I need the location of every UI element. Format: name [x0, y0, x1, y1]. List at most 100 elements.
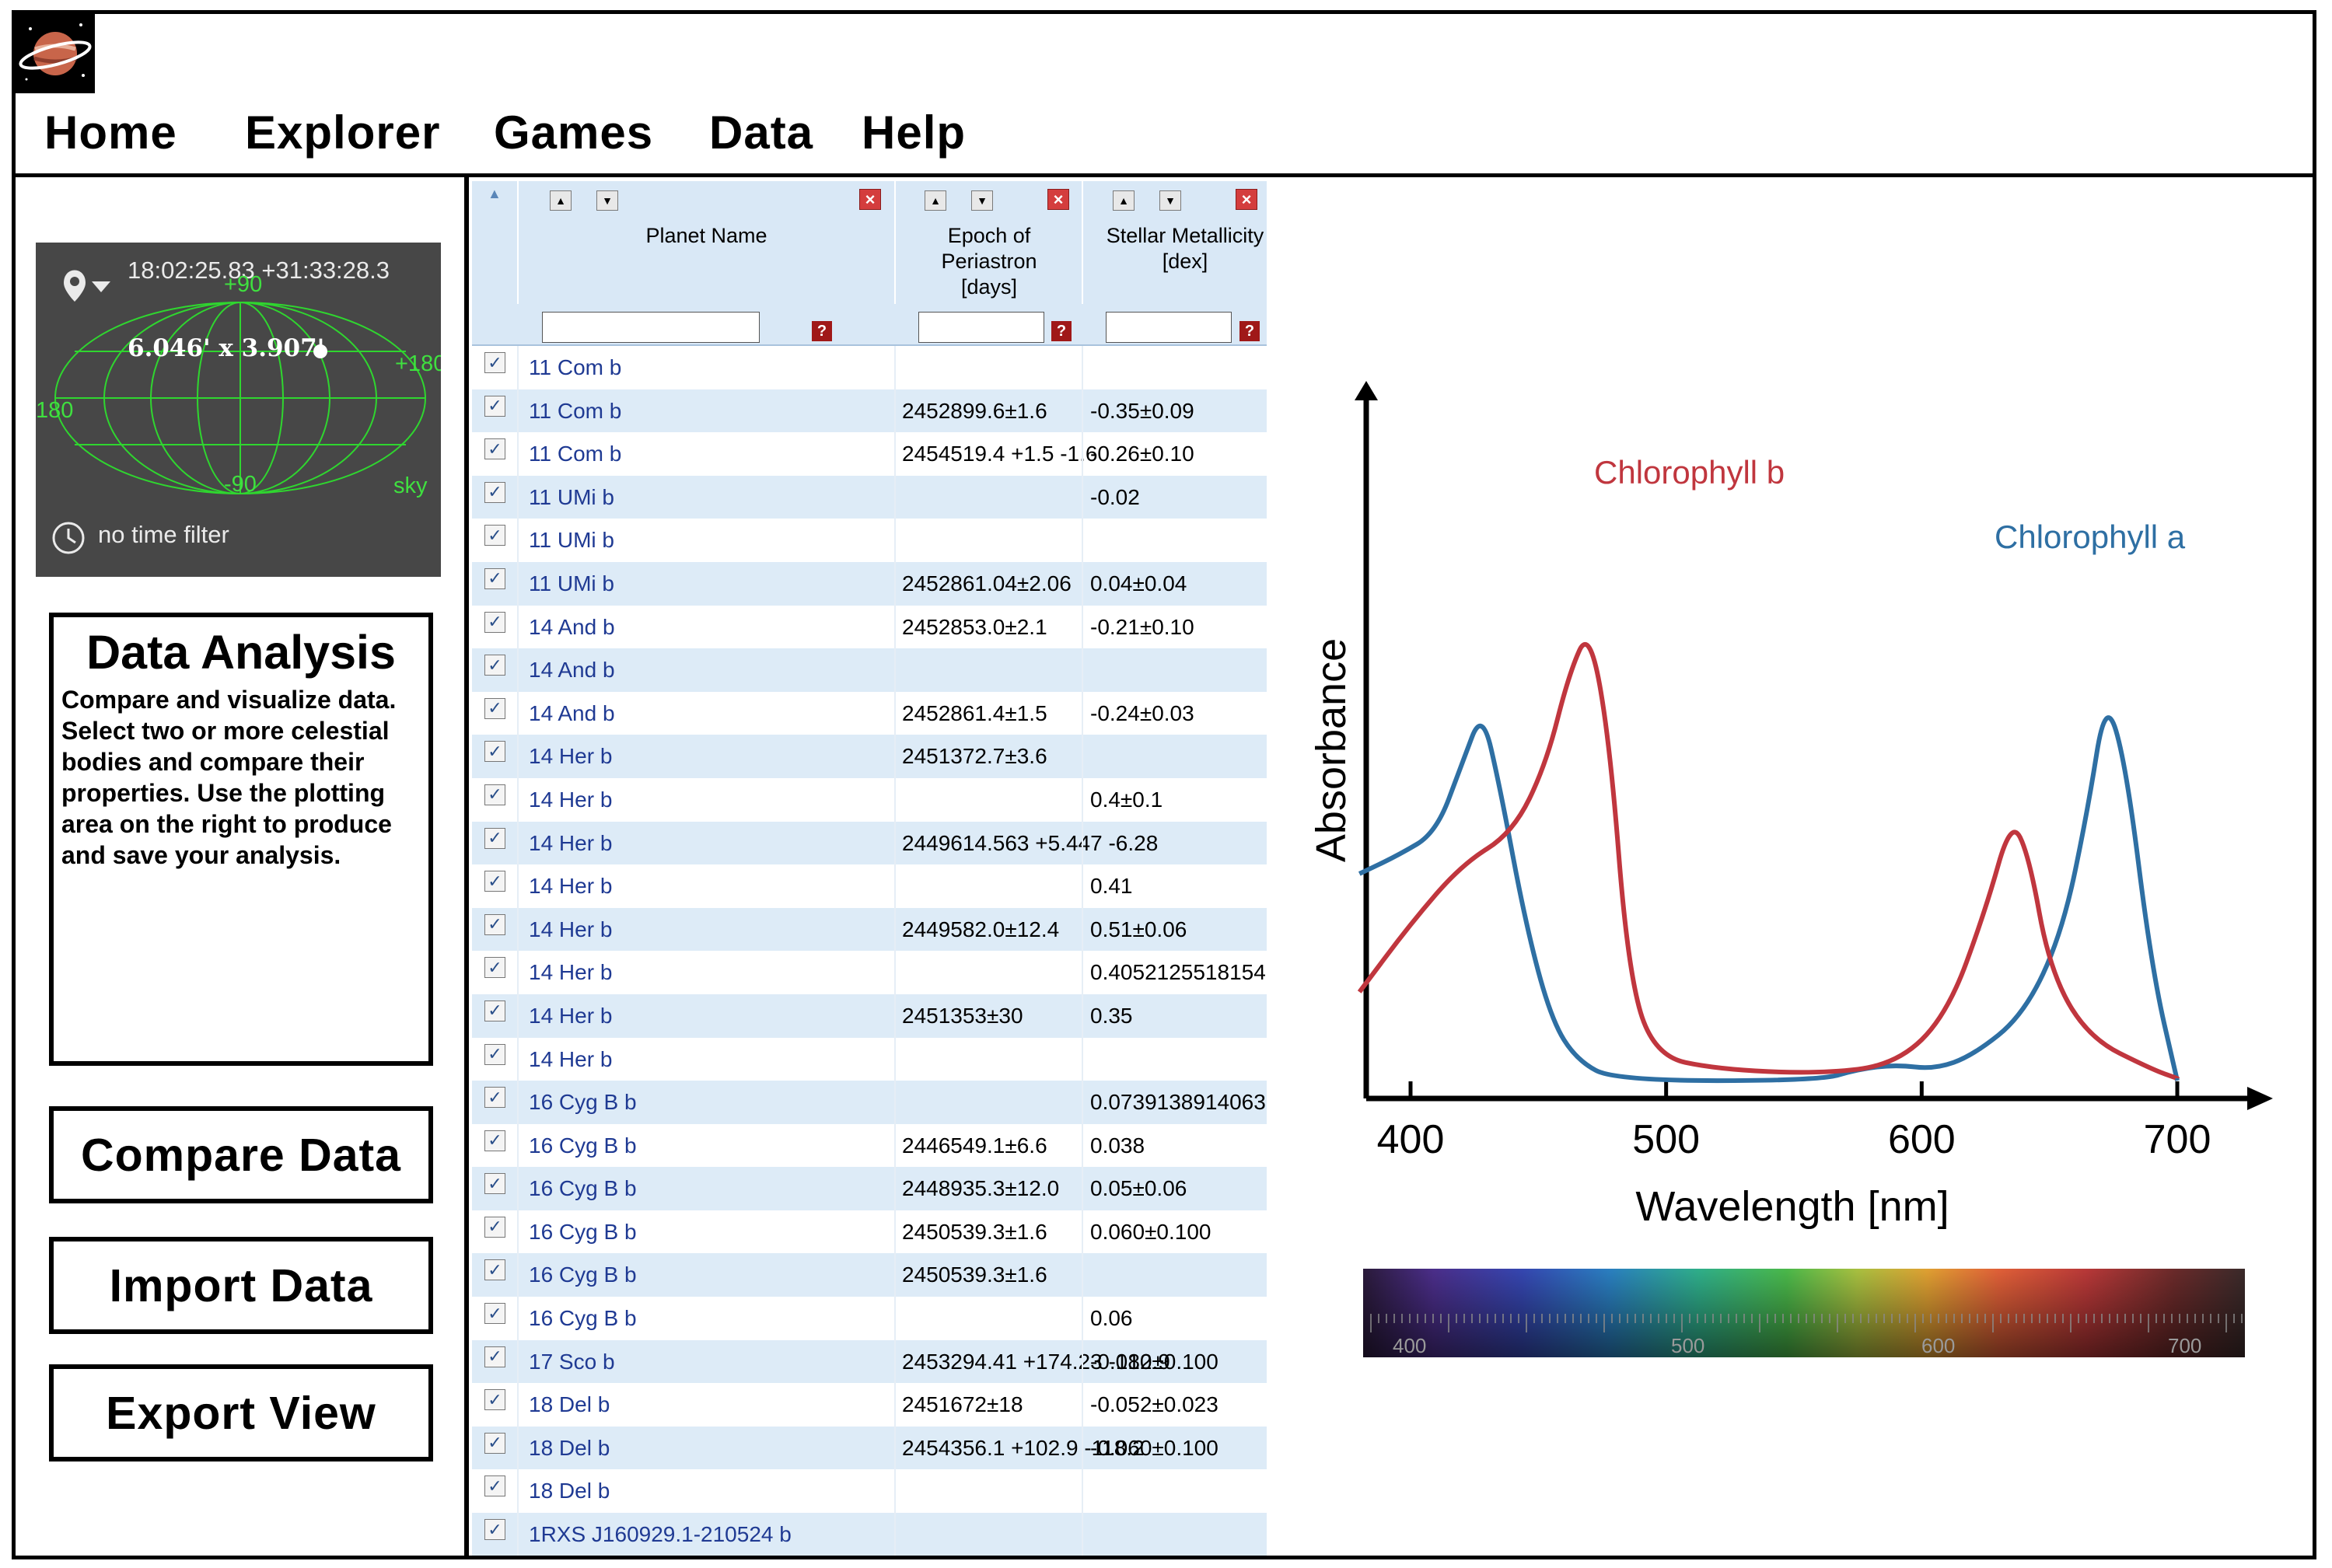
row-checkbox[interactable]: ✓	[484, 1259, 505, 1281]
table-row[interactable]: ✓ 16 Cyg B b 2450539.3±1.6	[472, 1253, 1267, 1297]
table-row[interactable]: ✓ 11 UMi b -0.02	[472, 475, 1267, 519]
table-row[interactable]: ✓ 16 Cyg B b 0.06	[472, 1297, 1267, 1340]
nav-explorer[interactable]: Explorer	[245, 107, 441, 159]
row-checkbox[interactable]: ✓	[484, 957, 505, 979]
table-row[interactable]: ✓ 16 Cyg B b 0.0739138914063	[472, 1081, 1267, 1124]
row-checkbox[interactable]: ✓	[484, 871, 505, 892]
planet-name-filter-input[interactable]	[542, 312, 760, 343]
nav-data[interactable]: Data	[709, 107, 814, 159]
nav-help[interactable]: Help	[862, 107, 967, 159]
row-checkbox[interactable]: ✓	[484, 1000, 505, 1021]
planet-name-cell[interactable]: 16 Cyg B b	[529, 1262, 637, 1287]
row-checkbox[interactable]: ✓	[484, 1519, 505, 1541]
planet-name-cell[interactable]: 11 Com b	[529, 355, 622, 379]
time-filter-label[interactable]: no time filter	[98, 521, 229, 548]
table-row[interactable]: ✓ 18 Del b	[472, 1469, 1267, 1513]
table-row[interactable]: ✓ 14 And b 2452861.4±1.5 -0.24±0.03	[472, 692, 1267, 735]
planet-name-cell[interactable]: 14 Her b	[529, 874, 613, 899]
planet-name-cell[interactable]: 14 Her b	[529, 917, 613, 941]
table-row[interactable]: ✓ 18 Del b 2451672±18 -0.052±0.023	[472, 1383, 1267, 1427]
row-checkbox[interactable]: ✓	[484, 827, 505, 849]
planet-name-cell[interactable]: 16 Cyg B b	[529, 1219, 637, 1244]
planet-name-cell[interactable]: 17 Sco b	[529, 1349, 615, 1374]
table-row[interactable]: ✓ 11 Com b 2452899.6±1.6 -0.35±0.09	[472, 389, 1267, 433]
planet-name-cell[interactable]: 11 UMi b	[529, 528, 614, 553]
row-checkbox[interactable]: ✓	[484, 1389, 505, 1411]
planet-name-cell[interactable]: 16 Cyg B b	[529, 1133, 637, 1158]
row-checkbox[interactable]: ✓	[484, 1303, 505, 1325]
planet-name-cell[interactable]: 14 And b	[529, 700, 615, 725]
table-row[interactable]: ✓ 14 Her b 2449582.0±12.4 0.51±0.06	[472, 907, 1267, 952]
planet-name-cell[interactable]: 18 Del b	[529, 1435, 610, 1460]
export-view-button[interactable]: Export View	[49, 1364, 433, 1461]
row-checkbox[interactable]: ✓	[484, 438, 505, 460]
row-checkbox[interactable]: ✓	[484, 913, 505, 935]
planet-name-cell[interactable]: 18 Del b	[529, 1479, 610, 1503]
sort-desc-icon[interactable]: ▼	[596, 190, 618, 211]
row-checkbox[interactable]: ✓	[484, 1043, 505, 1065]
row-checkbox[interactable]: ✓	[484, 395, 505, 417]
row-checkbox[interactable]: ✓	[484, 741, 505, 763]
column-header-epoch[interactable]: Epoch of Periastron [days]	[941, 224, 1037, 299]
table-row[interactable]: ✓ 14 And b	[472, 648, 1267, 692]
location-pin-icon[interactable]	[64, 270, 86, 302]
planet-name-cell[interactable]: 1RXS J160929.1-210524 b	[529, 1522, 792, 1547]
import-data-button[interactable]: Import Data	[49, 1237, 433, 1334]
row-checkbox[interactable]: ✓	[484, 1173, 505, 1195]
sort-asc-icon[interactable]: ▲	[550, 190, 572, 211]
planet-name-cell[interactable]: 16 Cyg B b	[529, 1090, 637, 1115]
column-header-planet-name[interactable]: Planet Name	[645, 224, 767, 247]
row-checkbox[interactable]: ✓	[484, 1346, 505, 1367]
planet-name-cell[interactable]: 11 UMi b	[529, 571, 614, 595]
row-checkbox[interactable]: ✓	[484, 567, 505, 589]
table-row[interactable]: ✓ 11 UMi b	[472, 519, 1267, 562]
compare-data-button[interactable]: Compare Data	[49, 1106, 433, 1203]
planet-name-cell[interactable]: 14 And b	[529, 658, 615, 683]
table-row[interactable]: ✓ 14 Her b 0.4±0.1	[472, 778, 1267, 822]
row-checkbox[interactable]: ✓	[484, 1130, 505, 1151]
sort-desc-icon[interactable]: ▼	[1159, 190, 1181, 211]
planet-data-table[interactable]: ▲ ▲ ▼ × Planet Name ▲ ▼ × Epoch of Peria…	[472, 181, 1267, 1556]
row-checkbox[interactable]: ✓	[484, 611, 505, 633]
metallicity-filter-input[interactable]	[1106, 312, 1232, 343]
table-row[interactable]: ✓ 14 And b 2452853.0±2.1 -0.21±0.10	[472, 606, 1267, 649]
row-checkbox[interactable]: ✓	[484, 1216, 505, 1238]
planet-name-cell[interactable]: 14 Her b	[529, 830, 613, 855]
table-row[interactable]: ✓ 11 Com b	[472, 346, 1267, 389]
planet-name-cell[interactable]: 11 Com b	[529, 442, 622, 466]
row-checkbox[interactable]: ✓	[484, 1087, 505, 1109]
sort-desc-icon[interactable]: ▼	[971, 190, 993, 211]
table-row[interactable]: ✓ 14 Her b 2451353±30 0.35	[472, 994, 1267, 1038]
table-row[interactable]: ✓ 1RXS J160929.1-210524 b	[472, 1513, 1267, 1556]
close-column-icon[interactable]: ×	[859, 189, 881, 210]
planet-name-cell[interactable]: 14 Her b	[529, 1046, 613, 1071]
sort-asc-icon[interactable]: ▲	[1113, 190, 1135, 211]
sort-asc-icon[interactable]: ▲	[925, 190, 946, 211]
help-icon[interactable]: ?	[1051, 321, 1072, 341]
table-row[interactable]: ✓ 14 Her b 2449614.563 +5.447 -6.28	[472, 821, 1267, 865]
planet-name-cell[interactable]: 16 Cyg B b	[529, 1306, 637, 1331]
planet-name-cell[interactable]: 14 Her b	[529, 787, 613, 812]
table-row[interactable]: ✓ 11 Com b 2454519.4 +1.5 -1.6 -0.26±0.10	[472, 432, 1267, 476]
row-checkbox[interactable]: ✓	[484, 525, 505, 547]
planet-name-cell[interactable]: 14 Her b	[529, 1003, 613, 1028]
help-icon[interactable]: ?	[812, 321, 832, 341]
row-checkbox[interactable]: ✓	[484, 1475, 505, 1497]
planet-name-cell[interactable]: 14 Her b	[529, 960, 613, 985]
table-row[interactable]: ✓ 18 Del b 2454356.1 +102.9 -118.2 -0.060±0…	[472, 1426, 1267, 1470]
close-column-icon[interactable]: ×	[1047, 189, 1069, 210]
row-checkbox[interactable]: ✓	[484, 352, 505, 373]
planet-name-cell[interactable]: 18 Del b	[529, 1392, 610, 1417]
select-all-icon[interactable]: ▲	[488, 186, 502, 201]
nav-games[interactable]: Games	[494, 107, 654, 159]
table-row[interactable]: ✓ 14 Her b 0.41	[472, 864, 1267, 908]
table-row[interactable]: ✓ 11 UMi b 2452861.04±2.06 0.04±0.04	[472, 561, 1267, 606]
row-checkbox[interactable]: ✓	[484, 784, 505, 805]
row-checkbox[interactable]: ✓	[484, 1432, 505, 1454]
table-row[interactable]: ✓ 16 Cyg B b 2446549.1±6.6 0.038	[472, 1124, 1267, 1168]
table-row[interactable]: ✓ 14 Her b 0.4052125518154	[472, 951, 1267, 994]
table-row[interactable]: ✓ 14 Her b 2451372.7±3.6	[472, 735, 1267, 778]
row-checkbox[interactable]: ✓	[484, 655, 505, 676]
table-row[interactable]: ✓ 16 Cyg B b 2448935.3±12.0 0.05±0.06	[472, 1167, 1267, 1210]
nav-home[interactable]: Home	[44, 107, 177, 159]
